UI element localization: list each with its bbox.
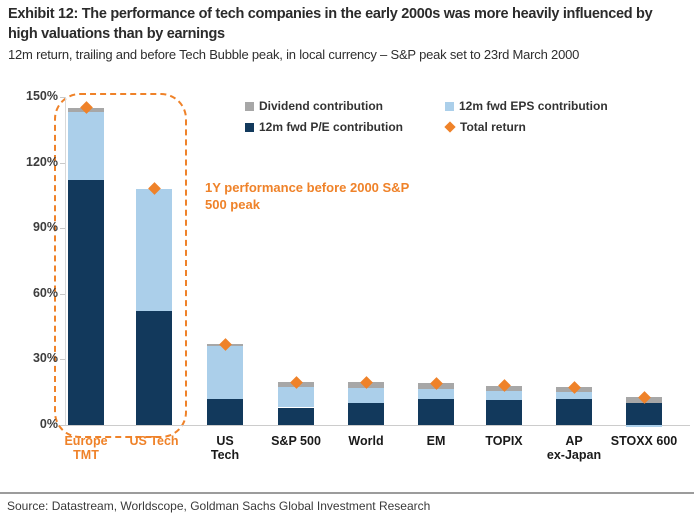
exhibit-subtitle: 12m return, trailing and before Tech Bub…	[8, 47, 580, 62]
y-tick-label: 30%	[32, 351, 58, 366]
legend-item-total-return: Total return	[444, 120, 526, 134]
y-tick-mark	[60, 359, 65, 361]
bar-segment	[486, 391, 522, 400]
legend-item-dividend: Dividend contribution	[245, 99, 383, 113]
bar-segment	[278, 407, 314, 425]
y-tick-mark	[60, 97, 65, 98]
legend-label: 12m fwd P/E contribution	[259, 120, 404, 134]
highlight-box	[54, 93, 187, 438]
x-axis-label: S&P 500	[271, 434, 321, 448]
footer-divider	[0, 492, 694, 494]
total-return-diamond-icon	[444, 121, 456, 133]
y-tick-mark	[60, 425, 65, 426]
pe-swatch-icon	[245, 122, 254, 132]
y-axis-line	[65, 97, 66, 425]
y-tick-label: 120%	[26, 154, 58, 169]
x-axis-label: Europe TMT	[64, 434, 108, 462]
y-tick-mark	[60, 228, 65, 230]
y-tick-mark	[60, 293, 65, 295]
bar-segment	[556, 392, 592, 399]
y-tick-label: 60%	[32, 285, 58, 300]
x-axis-label: TOPIX	[485, 434, 523, 448]
x-axis-label: US Tech	[129, 434, 179, 448]
x-axis-label: AP ex-Japan	[546, 434, 602, 462]
legend-item-pe: 12m fwd P/E contribution	[245, 120, 403, 134]
bar-segment	[348, 403, 384, 425]
x-axis-label: EM	[426, 434, 446, 448]
y-tick-label: 90%	[32, 220, 58, 235]
source-text: Source: Datastream, Worldscope, Goldman …	[7, 499, 431, 513]
y-tick-label: 150%	[26, 89, 58, 103]
bar-segment	[418, 398, 454, 425]
x-axis-label: World	[348, 434, 384, 448]
bar-segment	[68, 180, 104, 425]
eps-swatch-icon	[445, 101, 454, 111]
bar-segment	[556, 398, 592, 425]
dividend-swatch-icon	[245, 101, 254, 111]
x-axis-label: US Tech	[210, 434, 240, 462]
bar-segment	[136, 188, 172, 312]
bar-segment	[136, 311, 172, 425]
bar-segment	[626, 403, 662, 425]
bar-segment	[626, 425, 662, 428]
bar-segment	[278, 386, 314, 408]
legend-item-eps: 12m fwd EPS contribution	[445, 99, 608, 113]
x-axis-baseline	[65, 425, 690, 426]
legend: Dividend contribution 12m fwd EPS contri…	[245, 99, 675, 141]
legend-label: 12m fwd EPS contribution	[459, 99, 608, 113]
exhibit-title: Exhibit 12: The performance of tech comp…	[8, 6, 653, 43]
annotation-text: 1Y performance before 2000 S&P 500 peak	[205, 180, 410, 212]
bar-segment	[207, 398, 243, 425]
bar-segment	[486, 399, 522, 425]
legend-label: Total return	[460, 120, 526, 134]
bar-segment	[348, 387, 384, 404]
x-axis-label: STOXX 600	[610, 434, 678, 448]
y-tick-label: 0%	[39, 417, 58, 431]
bar-segment	[418, 388, 454, 399]
bar-segment	[207, 346, 243, 399]
bar-segment	[68, 112, 104, 181]
y-tick-mark	[60, 162, 65, 164]
legend-label: Dividend contribution	[259, 99, 383, 113]
